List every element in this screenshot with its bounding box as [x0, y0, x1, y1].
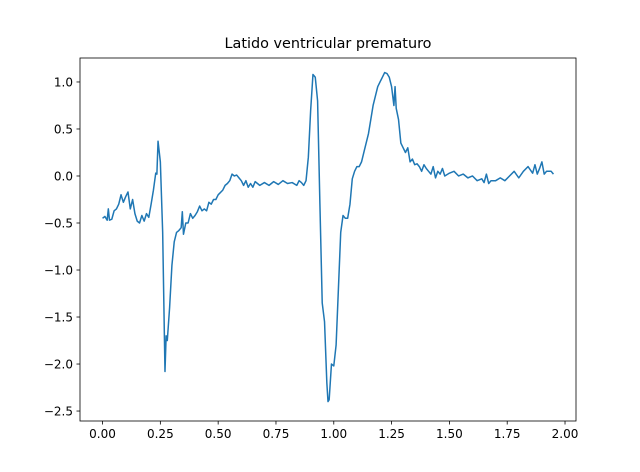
x-tick-label: 0.75	[263, 427, 290, 441]
x-tick-label: 0.25	[147, 427, 174, 441]
data-line	[102, 71, 555, 403]
x-tick-label: 0.00	[89, 427, 116, 441]
chart-title: Latido ventricular prematuro	[225, 36, 432, 52]
x-tick-label: 1.50	[436, 427, 463, 441]
x-tick-label: 1.00	[320, 427, 347, 441]
y-tick-label: −2.0	[44, 358, 73, 372]
x-tick-label: 1.25	[378, 427, 405, 441]
y-tick-label: −1.5	[44, 311, 73, 325]
y-tick-label: −1.0	[44, 264, 73, 278]
y-tick-label: 1.0	[54, 75, 73, 89]
plot-frame	[79, 57, 577, 422]
y-tick-label: −2.5	[44, 405, 73, 419]
y-tick-label: 0.5	[54, 122, 73, 136]
y-tick-label: −0.5	[44, 217, 73, 231]
x-tick-label: 0.50	[205, 427, 232, 441]
y-tick-label: 0.0	[54, 169, 73, 183]
x-tick-label: 2.00	[552, 427, 579, 441]
x-tick-label: 1.75	[494, 427, 521, 441]
